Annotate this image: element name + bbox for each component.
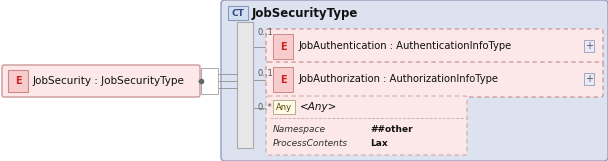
FancyBboxPatch shape	[221, 0, 608, 161]
Bar	[237, 22, 253, 148]
Bar	[201, 68, 218, 94]
Text: <Any>: <Any>	[300, 102, 337, 112]
Text: ##other: ##other	[370, 124, 413, 133]
Text: JobAuthentication : AuthenticationInfoType: JobAuthentication : AuthenticationInfoTy…	[298, 41, 511, 51]
Text: +: +	[585, 41, 593, 51]
Text: CT: CT	[232, 9, 244, 18]
Text: JobSecurityType: JobSecurityType	[252, 6, 358, 19]
Bar	[228, 6, 248, 20]
Text: ProcessContents: ProcessContents	[273, 138, 348, 147]
Bar	[273, 67, 293, 92]
FancyBboxPatch shape	[266, 96, 467, 155]
Text: 0..1: 0..1	[258, 69, 274, 78]
FancyBboxPatch shape	[2, 65, 200, 97]
Bar	[273, 100, 295, 114]
Text: 0..1: 0..1	[258, 28, 274, 37]
Text: E: E	[280, 42, 286, 52]
Bar	[8, 70, 28, 92]
Text: 0..*: 0..*	[258, 103, 273, 112]
Text: Lax: Lax	[370, 138, 388, 147]
Bar	[273, 34, 293, 59]
Text: Any: Any	[276, 103, 292, 112]
Text: JobAuthorization : AuthorizationInfoType: JobAuthorization : AuthorizationInfoType	[298, 74, 498, 84]
Text: Namespace: Namespace	[273, 124, 326, 133]
FancyBboxPatch shape	[266, 62, 603, 97]
Text: E: E	[15, 76, 21, 86]
Text: JobSecurity : JobSecurityType: JobSecurity : JobSecurityType	[33, 76, 185, 86]
Text: E: E	[280, 75, 286, 85]
Text: +: +	[585, 74, 593, 84]
FancyBboxPatch shape	[266, 29, 603, 64]
